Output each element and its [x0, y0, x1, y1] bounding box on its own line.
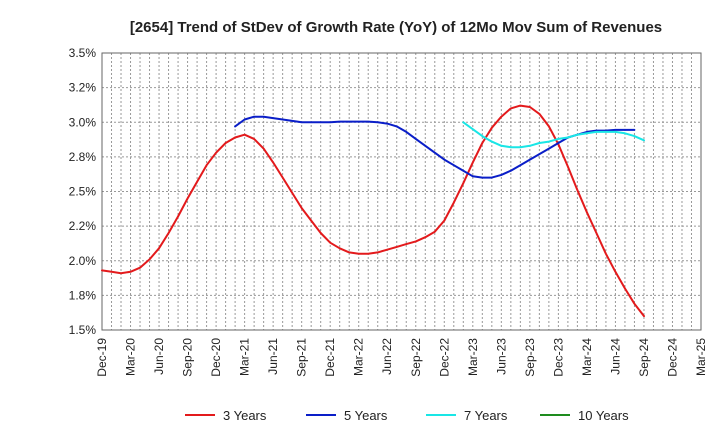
x-tick-label: Jun-20	[152, 338, 166, 375]
x-tick-label: Dec-23	[551, 338, 565, 377]
x-tick-label: Mar-21	[238, 338, 252, 376]
x-tick-label: Dec-22	[437, 338, 451, 377]
x-tick-label: Mar-24	[580, 338, 594, 376]
x-tick-label: Jun-24	[608, 338, 622, 375]
y-tick-label: 1.5%	[69, 323, 97, 337]
series-line-7-years	[462, 121, 645, 149]
chart-title: [2654] Trend of StDev of Growth Rate (Yo…	[130, 19, 662, 36]
y-tick-label: 2.8%	[69, 150, 97, 164]
x-tick-label: Jun-22	[380, 338, 394, 375]
y-tick-label: 1.8%	[69, 288, 97, 302]
x-tick-label: Mar-22	[352, 338, 366, 376]
x-tick-label: Dec-20	[209, 338, 223, 377]
y-tick-label: 3.2%	[69, 81, 97, 95]
legend-label-7-years: 7 Years	[464, 408, 508, 423]
series-line-3-years	[101, 104, 645, 318]
x-tick-label: Dec-21	[323, 338, 337, 377]
x-tick-label: Jun-21	[266, 338, 280, 375]
legend-label-3-years: 3 Years	[223, 408, 267, 423]
y-tick-label: 3.0%	[69, 115, 97, 129]
y-tick-label: 2.2%	[69, 219, 97, 233]
y-tick-label: 3.5%	[69, 46, 97, 60]
x-tick-label: Sep-22	[409, 338, 423, 377]
y-tick-label: 2.0%	[69, 254, 97, 268]
x-tick-label: Sep-20	[181, 338, 195, 377]
legend-label-10-years: 10 Years	[578, 408, 629, 423]
y-tick-label: 2.5%	[69, 185, 97, 199]
x-tick-label: Mar-23	[466, 338, 480, 376]
x-tick-label: Dec-19	[95, 338, 109, 377]
x-tick-label: Jun-23	[494, 338, 508, 375]
x-tick-label: Sep-21	[295, 338, 309, 377]
x-tick-label: Mar-25	[694, 338, 708, 376]
x-tick-label: Mar-20	[124, 338, 138, 376]
x-tick-label: Dec-24	[665, 338, 679, 377]
legend-label-5-years: 5 Years	[344, 408, 388, 423]
plot-area	[102, 53, 701, 330]
x-tick-label: Sep-24	[637, 338, 651, 377]
x-tick-label: Sep-23	[523, 338, 537, 377]
plot-border	[101, 52, 702, 331]
